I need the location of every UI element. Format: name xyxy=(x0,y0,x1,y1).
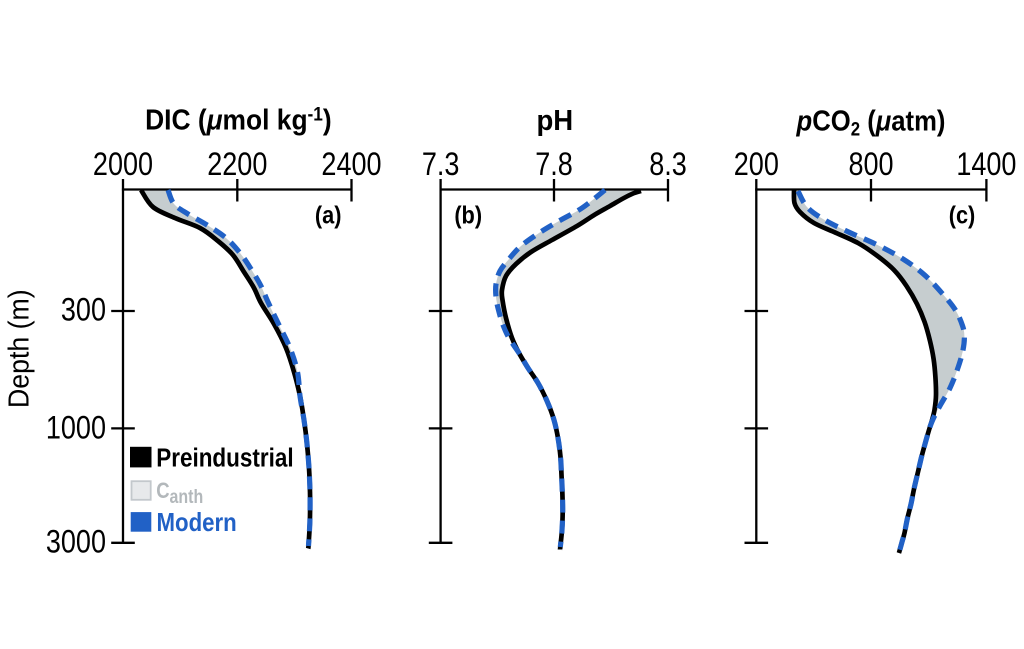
svg-text:2400: 2400 xyxy=(321,147,381,183)
svg-text:1000: 1000 xyxy=(46,410,106,446)
svg-text:8.3: 8.3 xyxy=(649,147,687,183)
svg-text:7.8: 7.8 xyxy=(535,147,573,183)
svg-text:Preindustrial: Preindustrial xyxy=(156,444,293,473)
svg-text:(b): (b) xyxy=(454,201,482,229)
svg-text:200: 200 xyxy=(734,147,779,183)
svg-text:2200: 2200 xyxy=(207,147,267,183)
svg-text:800: 800 xyxy=(848,147,893,183)
svg-text:Depth (m): Depth (m) xyxy=(2,289,34,408)
svg-text:pH: pH xyxy=(536,104,573,137)
svg-text:pCO2 (μatm): pCO2 (μatm) xyxy=(796,104,946,140)
svg-text:DIC (μmol kg-1): DIC (μmol kg-1) xyxy=(145,103,332,135)
svg-text:(a): (a) xyxy=(315,201,342,229)
svg-text:(c): (c) xyxy=(949,201,976,229)
svg-text:7.3: 7.3 xyxy=(422,147,460,183)
svg-text:3000: 3000 xyxy=(46,524,106,560)
svg-text:Modern: Modern xyxy=(157,508,237,537)
svg-text:300: 300 xyxy=(61,292,106,328)
svg-text:2000: 2000 xyxy=(93,147,153,183)
svg-text:1400: 1400 xyxy=(956,147,1016,183)
